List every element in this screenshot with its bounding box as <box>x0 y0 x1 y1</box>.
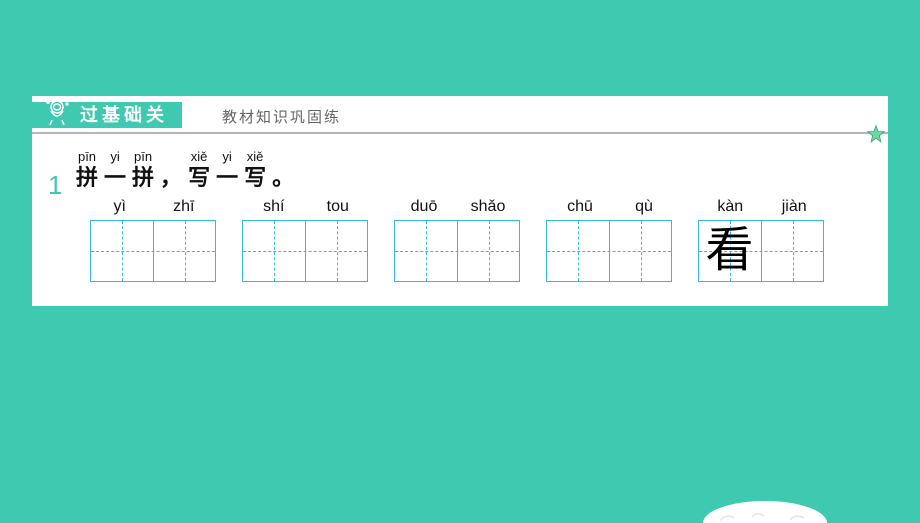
section-tab-label: 过基础关 <box>80 105 168 125</box>
pinyin-label: kàn <box>717 198 743 216</box>
prompt-hanzi: 写 <box>188 164 210 192</box>
prompt-pinyin <box>160 150 182 164</box>
guide-line <box>243 251 367 252</box>
header: 过基础关 教材知识巩固练 <box>32 102 888 132</box>
prompt-hanzi: 一 <box>104 164 126 192</box>
pinyin-label: zhī <box>173 198 194 216</box>
prompt-char: pīn拼 <box>76 150 98 192</box>
pinyin-label: qù <box>635 198 653 216</box>
tianzige-pair[interactable] <box>394 220 520 282</box>
write-pair-pinyin: yì zhī <box>90 198 218 216</box>
prompt-char: 。 <box>272 150 294 192</box>
prompt-char: xiě写 <box>244 150 266 192</box>
star-icon <box>866 124 886 144</box>
prompt-hanzi: 拼 <box>132 164 154 192</box>
section-subtitle: 教材知识巩固练 <box>222 106 341 127</box>
prompt-pinyin: pīn <box>132 150 154 164</box>
tianzige-pair[interactable] <box>90 220 216 282</box>
prompt-pinyin: xiě <box>244 150 266 164</box>
section-tab: 过基础关 <box>32 102 182 128</box>
prompt-char: pīn拼 <box>132 150 154 192</box>
pinyin-label: shǎo <box>471 198 506 216</box>
write-pair-pinyin: duō shǎo <box>394 198 522 216</box>
prompt-hanzi: 写 <box>244 164 266 192</box>
prompt-hanzi: ， <box>160 164 182 192</box>
pinyin-label: yì <box>114 198 126 216</box>
pinyin-label: shí <box>263 198 284 216</box>
prompt-pinyin: yi <box>216 150 238 164</box>
question-prompt: pīn拼yi一pīn拼，xiě写yi一xiě写。 <box>76 150 300 192</box>
header-rule <box>32 132 888 134</box>
prompt-char: xiě写 <box>188 150 210 192</box>
pinyin-label: jiàn <box>782 198 807 216</box>
decorative-blob <box>700 493 830 523</box>
tianzige-pair[interactable] <box>546 220 672 282</box>
astronaut-icon <box>40 96 74 130</box>
guide-line <box>395 251 519 252</box>
worksheet-card: 过基础关 教材知识巩固练 1 pīn拼yi一pīn拼，xiě写yi一xiě写。 … <box>32 96 888 306</box>
prompt-hanzi: 一 <box>216 164 238 192</box>
write-pair-pinyin: shí tou <box>242 198 370 216</box>
tianzige-pair[interactable] <box>242 220 368 282</box>
write-pair-pinyin: kàn jiàn <box>698 198 826 216</box>
question-number: 1 <box>48 170 62 201</box>
guide-line <box>547 251 671 252</box>
prompt-char: yi一 <box>216 150 238 192</box>
guide-line <box>91 251 215 252</box>
prompt-hanzi: 。 <box>272 164 294 192</box>
prefilled-char: 看 <box>698 220 761 282</box>
write-pair-pinyin: chū qù <box>546 198 674 216</box>
prompt-char: ， <box>160 150 182 192</box>
prompt-char: yi一 <box>104 150 126 192</box>
prompt-pinyin: xiě <box>188 150 210 164</box>
prompt-hanzi: 拼 <box>76 164 98 192</box>
prompt-pinyin: yi <box>104 150 126 164</box>
prompt-pinyin: pīn <box>76 150 98 164</box>
pinyin-label: duō <box>411 198 438 216</box>
pinyin-label: tou <box>327 198 349 216</box>
prompt-pinyin <box>272 150 294 164</box>
pinyin-label: chū <box>567 198 593 216</box>
